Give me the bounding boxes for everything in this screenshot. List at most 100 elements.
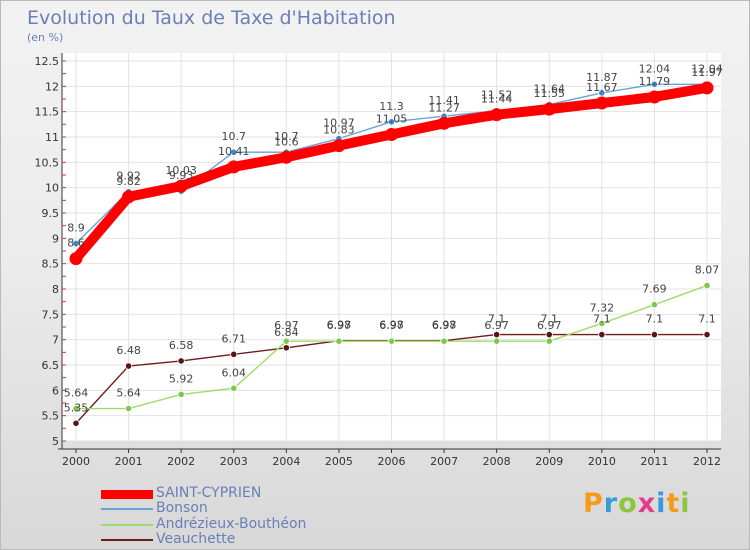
data-point [69,252,83,266]
data-point [490,108,504,122]
data-point [493,337,501,345]
series-2 [72,281,711,413]
data-point [650,330,659,339]
data-point [542,102,556,116]
data-point [177,390,185,398]
logo-letter: r [603,488,619,519]
data-label: 10.03 [165,164,197,177]
x-tick-label: 2003 [220,455,248,468]
y-tick-label: 6 [52,384,59,397]
data-point [282,337,290,345]
y-tick-label: 11 [45,131,59,144]
x-tick-label: 2000 [62,455,90,468]
data-label: 6.04 [222,366,247,379]
y-tick-label: 10.5 [35,156,60,169]
data-label: 10.41 [218,145,250,158]
data-point [124,404,133,413]
data-label: 10.7 [222,130,247,143]
data-point [595,96,609,110]
x-tick-label: 2011 [640,455,668,468]
data-point [440,337,448,345]
data-point [177,357,185,365]
legend-label: SAINT-CYPRIEN [156,485,262,501]
y-tick-label: 10 [45,182,59,195]
data-label: 7.1 [646,313,664,326]
data-label: 6.98 [379,319,404,332]
x-tick-label: 2012 [693,455,721,468]
y-tick-label: 12 [45,80,59,93]
data-point [279,150,293,164]
data-point [332,139,346,153]
data-point [598,319,606,328]
data-point [174,179,188,193]
logo-letter: o [618,488,638,519]
x-tick-label: 2007 [430,455,458,468]
y-tick-label: 8.5 [42,258,60,271]
data-label: 5.35 [64,401,89,414]
data-point [703,281,711,290]
data-label: 6.97 [484,319,509,332]
data-point [385,127,398,141]
data-point [598,89,606,97]
data-label: 8.07 [695,263,720,276]
data-point [124,362,133,370]
data-point [72,404,80,413]
data-label: 11.44 [481,93,513,106]
data-point [598,330,606,339]
y-tick-label: 9.5 [42,207,60,220]
data-point [230,148,238,156]
x-tick-label: 2005 [325,455,353,468]
data-label: 9.92 [116,170,141,183]
data-point [72,419,80,427]
legend-swatch [101,489,153,499]
y-tick-label: 11.5 [35,106,60,119]
legend-swatch [101,523,153,526]
data-point [230,350,238,358]
data-label: 10.6 [274,135,299,148]
data-label: 11.97 [691,66,723,79]
y-tick-label: 12.5 [35,55,60,68]
data-label: 11.05 [376,112,408,125]
logo-letter: i [680,488,691,519]
data-point [335,337,343,345]
data-point [387,337,396,345]
x-tick-label: 2006 [378,455,406,468]
x-tick-label: 2008 [483,455,511,468]
data-label: 10.83 [323,124,355,137]
data-point [227,160,241,174]
legend-swatch [101,508,153,511]
data-point [493,330,501,339]
data-label: 12.04 [639,62,671,75]
y-tick-label: 5.5 [42,410,60,423]
chart-unit: (en %) [27,31,64,44]
data-label: 7.1 [541,313,559,326]
data-label: 6.98 [432,319,457,332]
legend-label: Bonson [156,500,208,517]
data-label: 7.32 [590,301,615,314]
data-label: 6.97 [327,319,352,332]
x-tick-label: 2002 [167,455,195,468]
y-tick-label: 6.5 [42,359,60,372]
data-label: 7.69 [642,283,667,296]
data-label: 6.97 [432,319,457,332]
data-label: 9.93 [169,169,194,182]
data-label: 5.64 [116,387,141,400]
data-point [650,80,659,88]
data-label: 11.87 [586,71,618,84]
data-point [437,116,451,130]
data-label: 6.48 [116,344,141,357]
data-point [387,118,396,126]
data-label: 11.41 [428,94,460,107]
series-0 [69,81,714,266]
data-point [282,344,290,352]
data-label: 5.64 [64,387,89,400]
data-point [545,330,553,339]
data-label: 6.58 [169,339,194,352]
data-label: 7.1 [488,313,506,326]
data-label: 7.1 [698,313,716,326]
legend-swatch [101,538,153,541]
data-point [122,190,136,204]
y-tick-label: 7 [52,334,59,347]
logo-letter: i [656,488,667,519]
